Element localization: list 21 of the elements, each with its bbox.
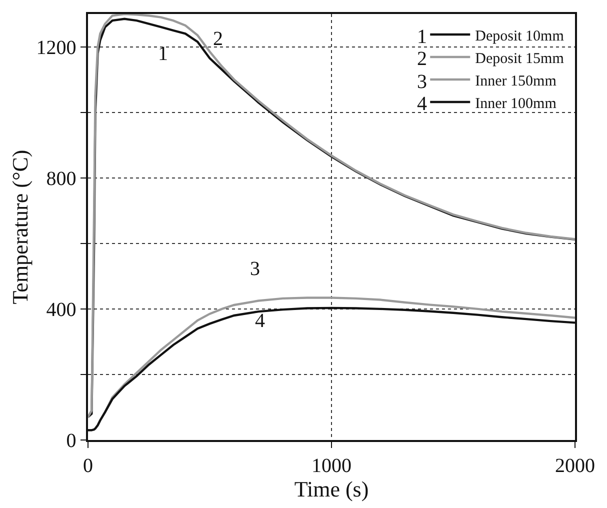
legend-label: Inner 150mm bbox=[475, 73, 557, 90]
x-tick-label: 2000 bbox=[555, 454, 595, 477]
annotation: 3 bbox=[417, 71, 427, 93]
y-tick-label: 400 bbox=[46, 298, 76, 321]
x-tick-label: 1000 bbox=[312, 454, 352, 477]
annotation: 1 bbox=[158, 43, 168, 65]
legend-label: Deposit 10mm bbox=[475, 28, 564, 44]
legend-label: Deposit 15mm bbox=[475, 50, 564, 67]
annotation: 4 bbox=[255, 310, 265, 332]
x-tick-label: 0 bbox=[83, 454, 93, 477]
annotation: 3 bbox=[250, 258, 260, 280]
y-axis-title: Temperature (°C) bbox=[8, 150, 33, 304]
annotation: 4 bbox=[417, 93, 427, 115]
y-tick-label: 0 bbox=[66, 430, 76, 452]
y-tick-label: 1200 bbox=[36, 36, 76, 59]
x-axis-title: Time (s) bbox=[294, 476, 369, 502]
annotation: 2 bbox=[417, 48, 427, 70]
legend-label: Inner 100mm bbox=[475, 96, 557, 112]
y-tick-label: 800 bbox=[46, 168, 76, 190]
annotation: 2 bbox=[213, 28, 223, 50]
annotation: 1 bbox=[417, 26, 427, 48]
